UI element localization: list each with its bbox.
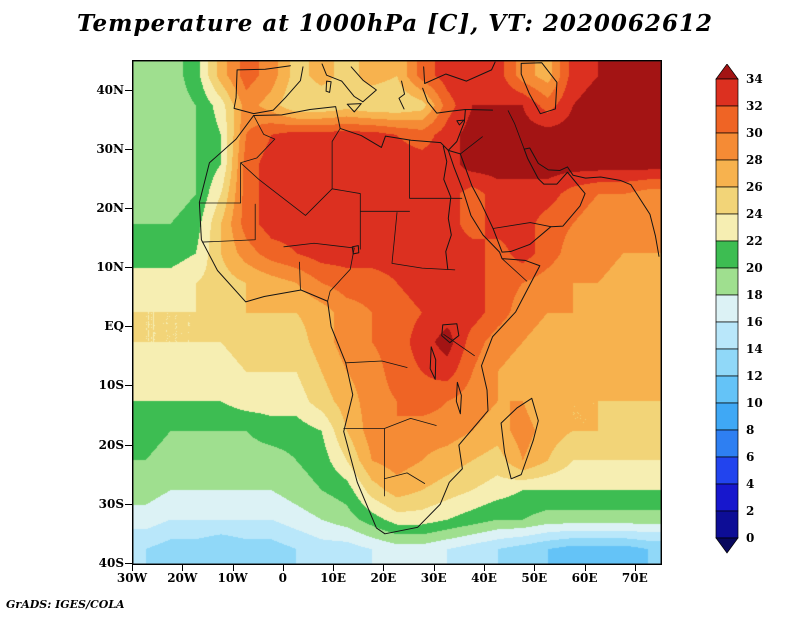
colorbar-segment	[715, 429, 739, 458]
colorbar-label: 26	[746, 180, 763, 194]
colorbar-segment	[715, 348, 739, 377]
y-axis-label: 10S	[98, 378, 124, 393]
credit-text: GrADS: IGES/COLA	[6, 598, 125, 611]
map-overlay-svg	[133, 61, 661, 564]
colorbar-segment	[715, 213, 739, 242]
x-axis-tick	[282, 565, 284, 571]
x-axis-tick	[132, 565, 133, 571]
plot-border	[133, 61, 661, 564]
x-axis-tick	[534, 565, 536, 571]
colorbar-label: 0	[746, 531, 754, 545]
colorbar-label: 30	[746, 126, 763, 140]
x-axis-tick	[383, 565, 385, 571]
colorbar-segment	[715, 132, 739, 161]
y-axis-label: 10N	[96, 260, 124, 275]
y-axis-tick	[125, 326, 132, 328]
madagascar-coastline-path	[501, 398, 538, 478]
colorbar-label: 6	[746, 450, 754, 464]
map-plot-frame	[132, 60, 662, 565]
x-axis-tick	[433, 565, 435, 571]
country-borders-path	[200, 111, 551, 496]
colorbar-label: 8	[746, 423, 754, 437]
x-axis-label: 70E	[621, 571, 648, 585]
y-axis-tick	[125, 563, 132, 564]
y-axis-tick	[125, 503, 132, 505]
colorbar-segment	[715, 321, 739, 350]
colorbar-segment	[715, 240, 739, 269]
colorbar-top-triangle	[715, 63, 739, 80]
colorbar-label: 2	[746, 504, 754, 518]
colorbar-label: 34	[746, 72, 763, 86]
x-axis-label: 20E	[370, 571, 397, 585]
colorbar-segment	[715, 510, 739, 539]
x-axis-label: 40E	[471, 571, 497, 585]
colorbar-segment	[715, 402, 739, 431]
y-axis-tick	[125, 89, 132, 91]
colorbar-bottom-triangle	[715, 537, 739, 554]
arabia-asia-coastline-path	[448, 110, 659, 257]
colorbar-label: 4	[746, 477, 754, 491]
temperature-field-canvas	[133, 61, 661, 564]
colorbar-segment	[715, 186, 739, 215]
x-axis-label: 50E	[521, 571, 548, 585]
y-axis-label: 30N	[96, 141, 124, 156]
colorbar-label: 20	[746, 261, 763, 275]
x-axis-tick	[584, 565, 586, 571]
colorbar-segment	[715, 159, 739, 188]
colorbar-label: 18	[746, 288, 763, 302]
nile-river-path	[443, 146, 451, 269]
colorbar-segment	[715, 78, 739, 107]
colorbar-label: 28	[746, 153, 763, 167]
colorbar-segment	[715, 483, 739, 512]
colorbar-label: 32	[746, 99, 763, 113]
y-axis-tick	[125, 207, 132, 209]
y-axis-tick	[125, 267, 132, 269]
plot-title: Temperature at 1000hPa [C], VT: 20200626…	[77, 10, 713, 37]
y-axis-label: 20N	[96, 200, 124, 215]
y-axis-tick	[125, 385, 132, 387]
x-axis-label: 10W	[217, 571, 248, 585]
x-axis-label: 30W	[116, 571, 148, 585]
africa-coastline-path	[199, 107, 539, 534]
colorbar-segment	[715, 105, 739, 134]
y-axis-label: 30S	[98, 496, 124, 511]
colorbar-label: 10	[746, 396, 763, 410]
colorbar-label: 12	[746, 369, 763, 383]
x-axis-label: 0	[278, 571, 288, 585]
x-axis-label: 10E	[320, 571, 347, 585]
europe-coastline-path	[234, 62, 495, 125]
colorbar: 34 32 30 28 26 24 22 20 18 16 14 12 10 8 6 4 2 0	[714, 63, 784, 556]
colorbar-label: 24	[746, 207, 763, 221]
colorbar-label: 16	[746, 315, 763, 329]
colorbar-label: 14	[746, 342, 763, 356]
colorbar-label: 22	[746, 234, 763, 248]
x-axis-tick	[484, 565, 485, 571]
x-axis-tick	[333, 565, 335, 571]
colorbar-segment	[715, 375, 739, 404]
x-axis-tick	[634, 565, 636, 571]
x-axis-label: 30E	[420, 571, 447, 585]
x-axis-label: 60E	[571, 571, 598, 585]
y-axis-tick	[125, 444, 132, 446]
x-axis-label: 20W	[167, 571, 198, 585]
x-axis-tick	[182, 565, 184, 571]
y-axis-label: EQ	[104, 319, 124, 334]
colorbar-segment	[715, 294, 739, 323]
y-axis-label: 40S	[98, 556, 124, 570]
y-axis-label: 40N	[96, 82, 124, 97]
colorbar-segment	[715, 456, 739, 485]
lakes-path	[352, 246, 461, 414]
y-axis-tick	[125, 148, 132, 150]
y-axis-label: 20S	[98, 437, 124, 452]
caspian-sea-path	[521, 63, 557, 114]
colorbar-segment	[715, 267, 739, 296]
x-axis-tick	[232, 565, 234, 571]
